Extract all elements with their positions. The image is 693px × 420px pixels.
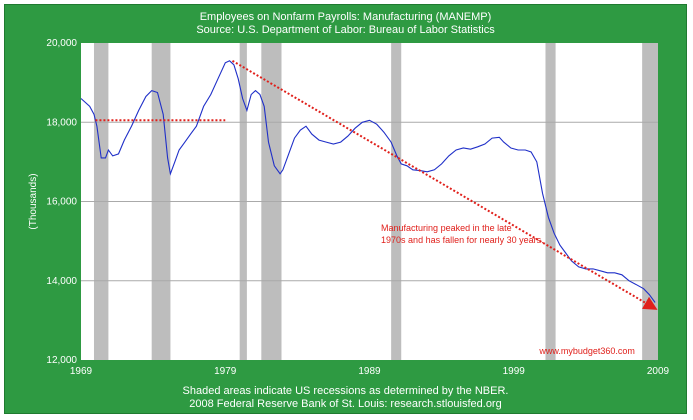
y-tick-label: 18,000 bbox=[46, 117, 77, 128]
chart-subtitle: Source: U.S. Department of Labor: Bureau… bbox=[196, 24, 495, 36]
chart-frame: Employees on Nonfarm Payrolls: Manufactu… bbox=[4, 4, 687, 414]
chart-title: Employees on Nonfarm Payrolls: Manufactu… bbox=[199, 11, 492, 23]
chart-svg: 12,000 14,000 16,000 18,000 20,000 1969 1979 19… bbox=[28, 38, 670, 377]
x-tick-label: 1989 bbox=[358, 366, 381, 377]
x-tick-label: 1999 bbox=[503, 366, 526, 377]
x-tick-label: 2009 bbox=[647, 366, 670, 377]
annotation-text: Manufacturing peaked in the late bbox=[381, 223, 512, 233]
y-tick-label: 12,000 bbox=[46, 355, 77, 366]
y-tick-label: 14,000 bbox=[46, 276, 77, 287]
annotation-text: 1970s and has fallen for nearly 30 years… bbox=[381, 235, 544, 245]
footer-source: 2008 Federal Reserve Bank of St. Louis: … bbox=[189, 398, 502, 410]
x-tick-label: 1969 bbox=[70, 366, 93, 377]
series-line bbox=[80, 60, 656, 303]
y-tick-label: 16,000 bbox=[46, 197, 77, 208]
decline-trend-arrow bbox=[231, 59, 658, 310]
y-axis-label: (Thousands) bbox=[28, 173, 39, 229]
x-tick-label: 1979 bbox=[214, 366, 237, 377]
footer-note: Shaded areas indicate US recessions as d… bbox=[182, 385, 509, 397]
y-tick-label: 20,000 bbox=[46, 38, 77, 49]
watermark-text: www.mybudget360.com bbox=[538, 346, 635, 356]
